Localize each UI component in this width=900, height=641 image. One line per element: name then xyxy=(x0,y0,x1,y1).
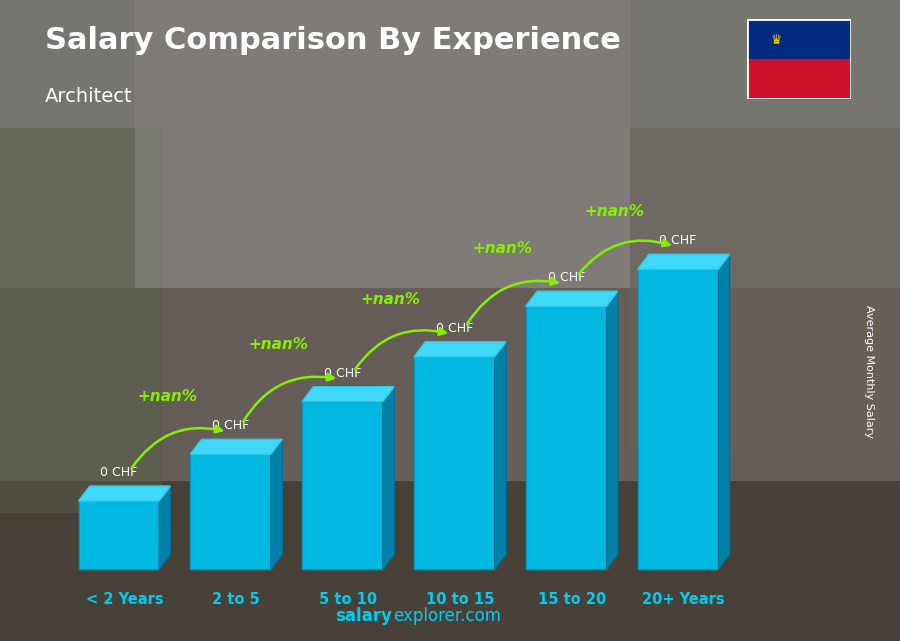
Polygon shape xyxy=(638,254,730,269)
Text: 15 to 20: 15 to 20 xyxy=(537,592,606,608)
Polygon shape xyxy=(78,501,159,569)
Polygon shape xyxy=(718,254,730,569)
Text: 20+ Years: 20+ Years xyxy=(643,592,725,608)
Text: 5 to 10: 5 to 10 xyxy=(320,592,377,608)
Text: 0 CHF: 0 CHF xyxy=(100,466,138,479)
Bar xyxy=(0,288,900,481)
Text: +nan%: +nan% xyxy=(361,292,420,307)
Bar xyxy=(630,128,900,449)
Polygon shape xyxy=(526,291,617,306)
Polygon shape xyxy=(302,401,382,569)
Text: < 2 Years: < 2 Years xyxy=(86,592,163,608)
Text: 10 to 15: 10 to 15 xyxy=(426,592,494,608)
Text: Architect: Architect xyxy=(45,87,132,106)
Bar xyxy=(747,19,850,60)
Bar xyxy=(0,0,900,288)
Polygon shape xyxy=(495,342,506,569)
Polygon shape xyxy=(191,454,271,569)
Text: explorer.com: explorer.com xyxy=(393,607,501,625)
Text: 0 CHF: 0 CHF xyxy=(660,234,697,247)
Polygon shape xyxy=(382,387,394,569)
Polygon shape xyxy=(607,291,617,569)
Polygon shape xyxy=(414,342,506,357)
Text: 2 to 5: 2 to 5 xyxy=(212,592,260,608)
Text: +nan%: +nan% xyxy=(472,241,533,256)
Text: 0 CHF: 0 CHF xyxy=(547,271,585,285)
Text: +nan%: +nan% xyxy=(137,389,197,404)
Polygon shape xyxy=(271,439,282,569)
Bar xyxy=(0,481,900,641)
Polygon shape xyxy=(414,357,495,569)
Text: salary: salary xyxy=(335,607,392,625)
Polygon shape xyxy=(78,486,170,501)
Bar xyxy=(135,0,630,288)
Text: Salary Comparison By Experience: Salary Comparison By Experience xyxy=(45,26,621,54)
Polygon shape xyxy=(302,387,394,401)
Polygon shape xyxy=(638,269,718,569)
Text: Average Monthly Salary: Average Monthly Salary xyxy=(863,305,874,438)
Bar xyxy=(0,128,162,513)
Text: 0 CHF: 0 CHF xyxy=(436,322,473,335)
Polygon shape xyxy=(159,486,170,569)
Bar xyxy=(747,60,850,99)
Polygon shape xyxy=(526,306,607,569)
Text: 0 CHF: 0 CHF xyxy=(324,367,361,379)
Polygon shape xyxy=(191,439,282,454)
Text: ♛: ♛ xyxy=(770,35,781,47)
Text: +nan%: +nan% xyxy=(584,204,644,219)
Text: +nan%: +nan% xyxy=(248,337,309,352)
Text: 0 CHF: 0 CHF xyxy=(212,419,249,432)
